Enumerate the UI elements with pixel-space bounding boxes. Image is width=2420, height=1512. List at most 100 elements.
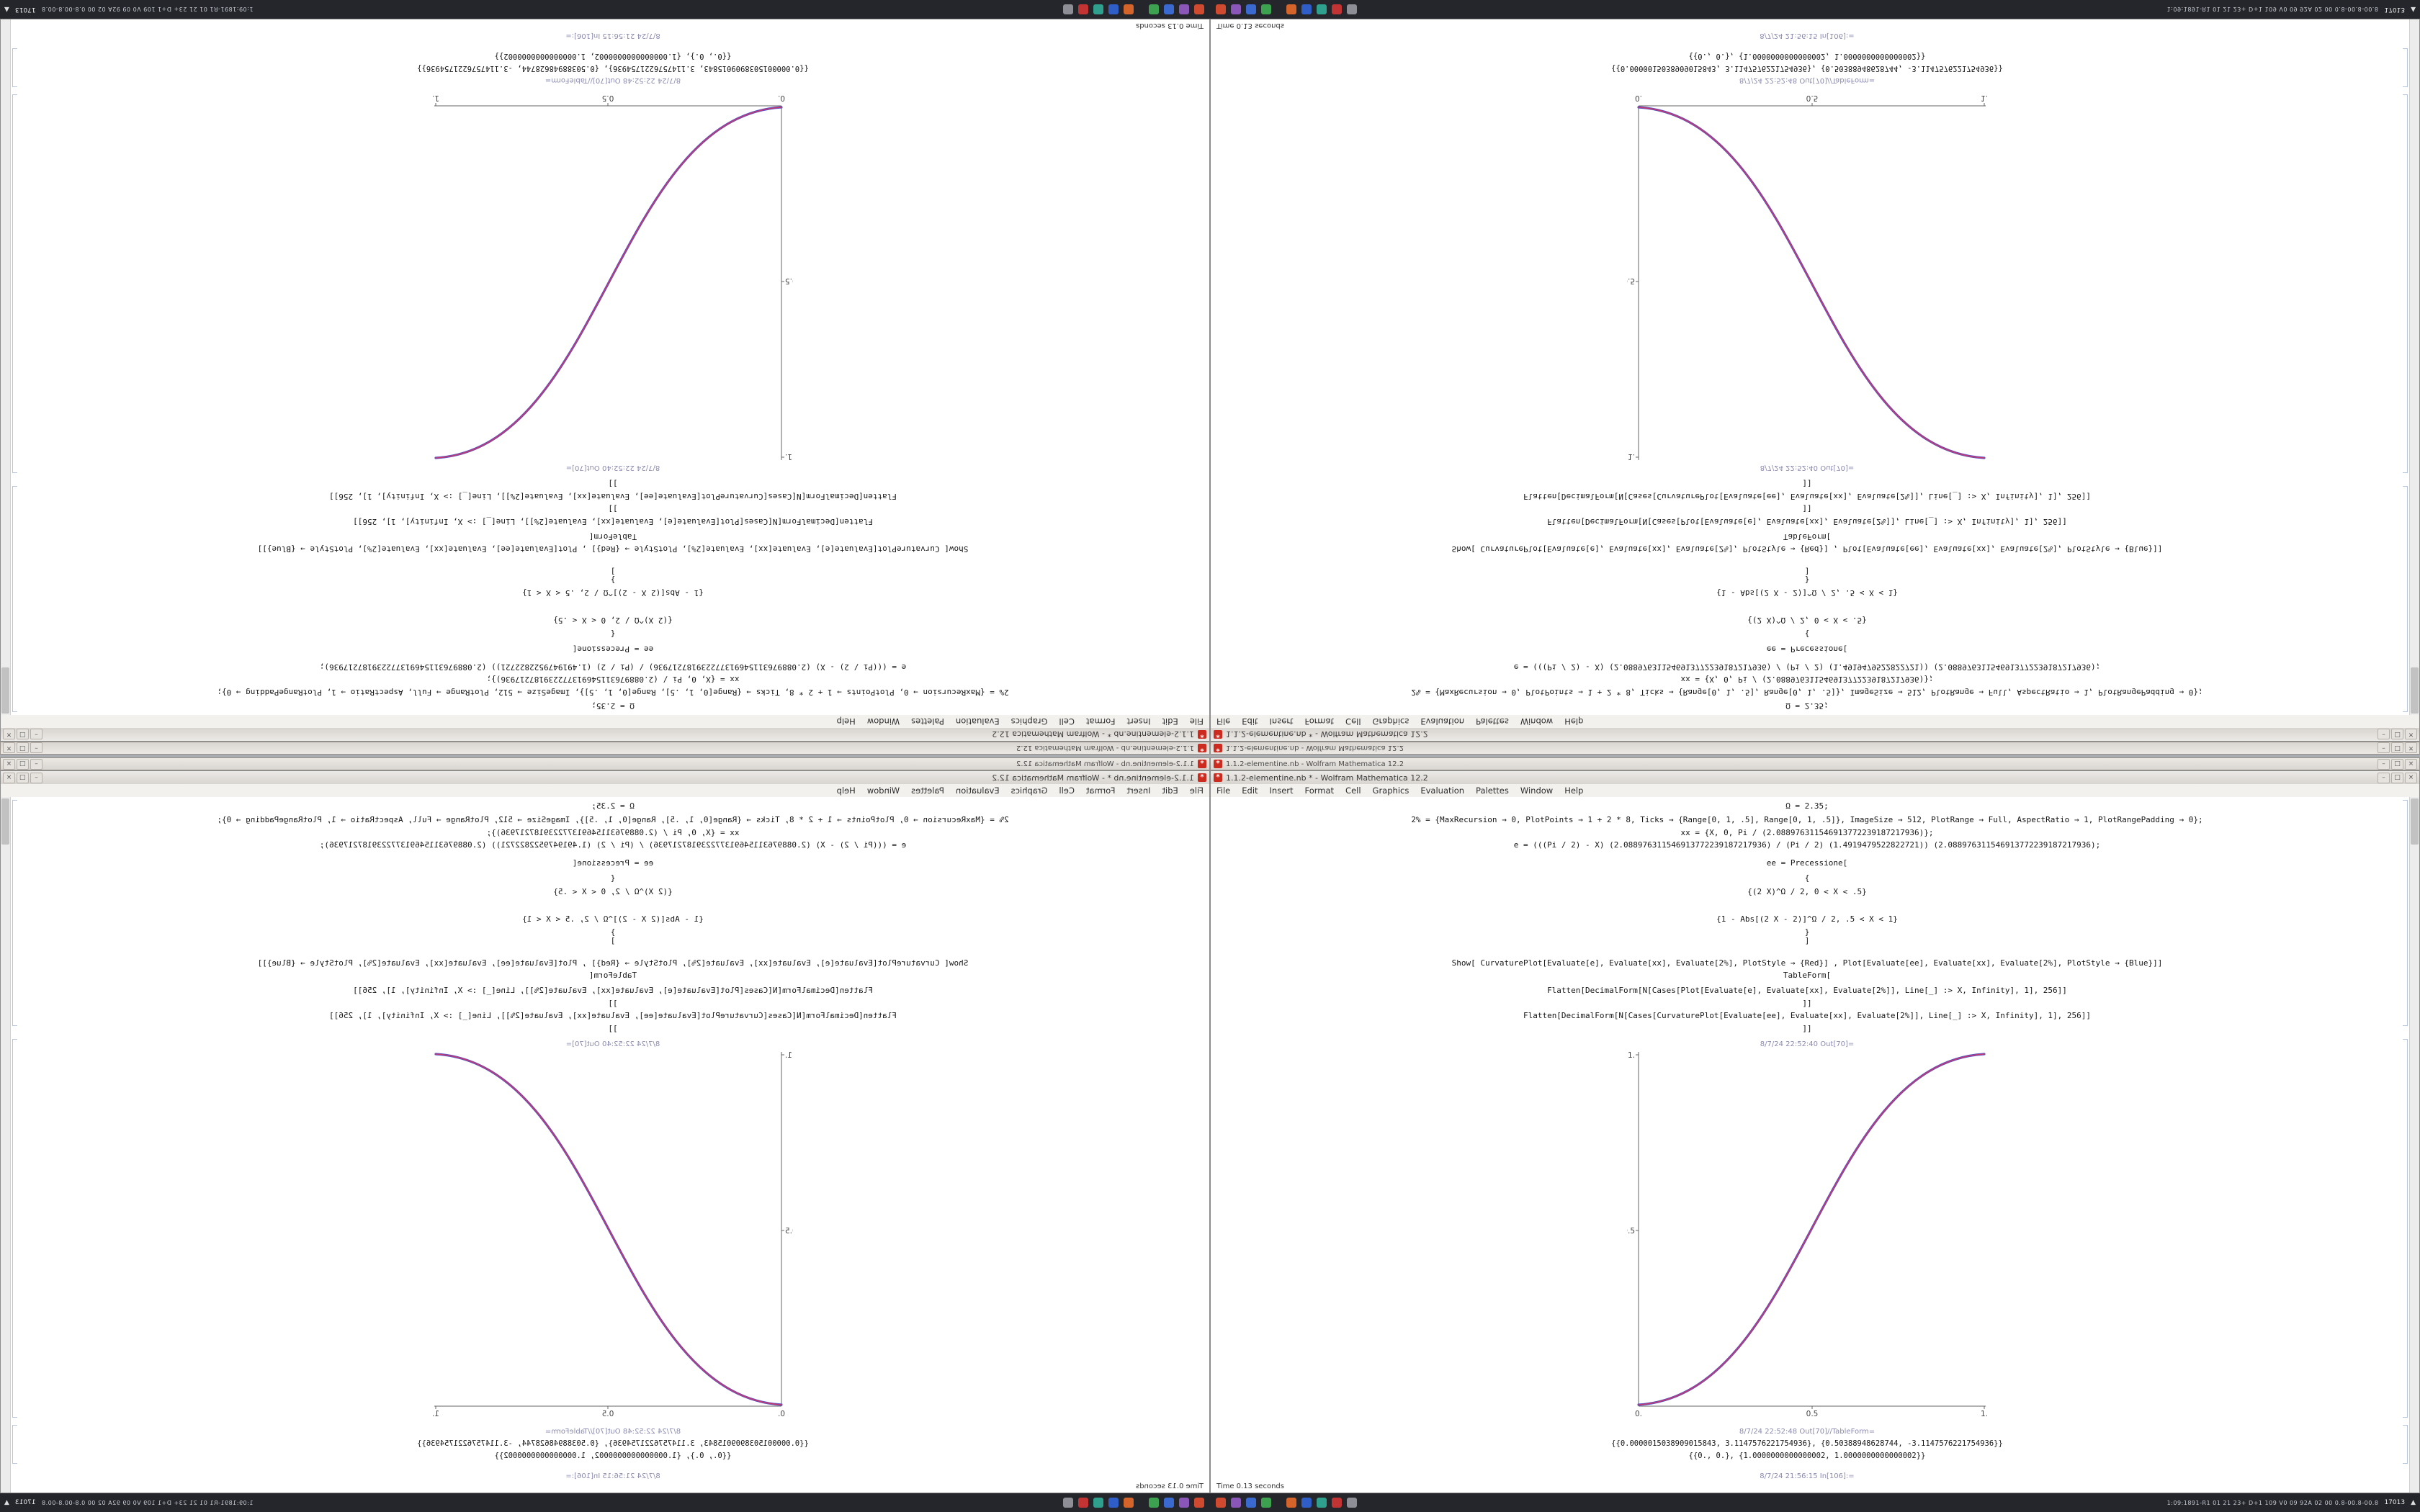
cell-bracket[interactable] xyxy=(12,48,17,87)
input-cell[interactable]: Flatten[DecimalForm[N[Cases[Plot[Evaluat… xyxy=(1547,986,2067,995)
input-cell[interactable]: 2% = {MaxRecursion → 0, PlotPoints → 1 +… xyxy=(217,688,1009,697)
minimize-button[interactable]: – xyxy=(2378,772,2390,783)
show-desktop-icon[interactable]: ▲ xyxy=(4,6,9,13)
taskbar-app-icon[interactable] xyxy=(1332,1498,1342,1508)
taskbar-app-icon[interactable] xyxy=(1301,1498,1312,1508)
taskbar-app-icon[interactable] xyxy=(1347,1498,1357,1508)
maximize-button[interactable]: □ xyxy=(17,729,29,740)
input-cell[interactable]: ] xyxy=(1804,936,1810,945)
input-cell[interactable]: 2% = {MaxRecursion → 0, PlotPoints → 1 +… xyxy=(1411,688,2203,697)
scrollbar[interactable] xyxy=(2409,19,2419,715)
input-cell[interactable]: ]] xyxy=(1802,999,1812,1008)
menu-item-evaluation[interactable]: Evaluation xyxy=(955,786,1000,796)
menu-item-graphics[interactable]: Graphics xyxy=(1372,786,1410,796)
taskbar-app-icon[interactable] xyxy=(1347,4,1357,14)
input-cell[interactable]: {(2 X)^Ω / 2, 0 < X < .5} xyxy=(1747,887,1867,896)
input-cell[interactable]: Ω = 2.35; xyxy=(1785,801,1829,811)
taskbar-app-icon[interactable] xyxy=(1286,1498,1296,1508)
taskbar-app-icon[interactable] xyxy=(1231,4,1241,14)
cell-bracket[interactable] xyxy=(2403,800,2408,1026)
input-cell[interactable]: Flatten[DecimalForm[N[Cases[CurvaturePlo… xyxy=(1523,1011,2092,1020)
taskbar-app-icon[interactable] xyxy=(1301,4,1312,14)
taskbar-app-icon[interactable] xyxy=(1108,4,1119,14)
input-cell[interactable]: } xyxy=(1804,927,1810,937)
input-cell[interactable]: Ω = 2.35; xyxy=(591,801,635,811)
menu-item-cell[interactable]: Cell xyxy=(1345,786,1361,796)
menu-item-palettes[interactable]: Palettes xyxy=(911,716,944,726)
input-cell[interactable]: } xyxy=(1804,575,1810,585)
close-button[interactable]: × xyxy=(3,758,15,770)
menu-item-edit[interactable]: Edit xyxy=(1162,786,1178,796)
input-cell[interactable]: e = (((Pi / 2) - X) (2.08897631154691377… xyxy=(1513,662,2101,672)
cell-bracket[interactable] xyxy=(12,94,17,473)
close-button[interactable]: × xyxy=(3,729,15,740)
input-cell[interactable]: Ω = 2.35; xyxy=(1785,701,1829,711)
input-cell[interactable]: TableForm[ xyxy=(1783,971,1832,980)
input-cell[interactable]: {1 - Abs[(2 X - 2)]^Ω / 2, .5 < X < 1} xyxy=(1716,588,1898,598)
taskbar-app-icon[interactable] xyxy=(1231,1498,1241,1508)
input-cell[interactable]: ]] xyxy=(608,999,618,1008)
menu-item-format[interactable]: Format xyxy=(1304,786,1335,796)
close-button[interactable]: × xyxy=(2405,729,2417,740)
input-cell[interactable]: ee = Precessione[ xyxy=(572,858,654,868)
input-cell[interactable]: Flatten[DecimalForm[N[Cases[Plot[Evaluat… xyxy=(353,517,873,526)
menu-item-window[interactable]: Window xyxy=(866,716,900,726)
taskbar-app-icon[interactable] xyxy=(1179,1498,1189,1508)
input-cell[interactable]: Flatten[DecimalForm[N[Cases[CurvaturePlo… xyxy=(1523,492,2092,501)
menu-item-help[interactable]: Help xyxy=(836,716,856,726)
input-cell[interactable]: } xyxy=(610,575,616,585)
input-cell[interactable]: ] xyxy=(1804,567,1810,576)
taskbar-app-icon[interactable] xyxy=(1078,4,1088,14)
scrollbar-thumb[interactable] xyxy=(2411,798,2419,845)
menu-item-palettes[interactable]: Palettes xyxy=(911,786,944,796)
taskbar-app-icon[interactable] xyxy=(1124,4,1134,14)
input-cell[interactable]: 2% = {MaxRecursion → 0, PlotPoints → 1 +… xyxy=(1411,815,2203,824)
taskbar-app-icon[interactable] xyxy=(1216,1498,1226,1508)
taskbar-app-icon[interactable] xyxy=(1108,1498,1119,1508)
workspace-indicator[interactable]: 17013 xyxy=(14,1499,36,1506)
taskbar-app-icon[interactable] xyxy=(1194,4,1204,14)
input-cell[interactable]: e = (((Pi / 2) - X) (2.08897631154691377… xyxy=(319,662,907,672)
input-cell[interactable]: { xyxy=(610,873,616,883)
menu-item-window[interactable]: Window xyxy=(1520,786,1554,796)
menu-item-cell[interactable]: Cell xyxy=(1059,716,1075,726)
cell-bracket[interactable] xyxy=(2403,1425,2408,1464)
input-cell[interactable]: {(2 X)^Ω / 2, 0 < X < .5} xyxy=(553,887,673,896)
input-cell[interactable]: Flatten[DecimalForm[N[Cases[Plot[Evaluat… xyxy=(1547,517,2067,526)
maximize-button[interactable]: □ xyxy=(17,742,29,754)
window-titlebar[interactable]: * 1.1.2-elementine.nb * - Wolfram Mathem… xyxy=(1,727,1209,741)
window-titlebar[interactable]: * 1.1.2-elementine.nb * - Wolfram Mathem… xyxy=(1211,771,2419,785)
background-window-titlebar[interactable]: * 1.1.2-elementine.nb - Wolfram Mathemat… xyxy=(1210,757,2420,770)
scrollbar-thumb[interactable] xyxy=(2411,667,2419,714)
close-button[interactable]: × xyxy=(2405,758,2417,770)
taskbar-app-icon[interactable] xyxy=(1063,4,1073,14)
minimize-button[interactable]: – xyxy=(30,742,42,754)
input-cell[interactable]: ]] xyxy=(608,479,618,488)
input-cell[interactable]: {1 - Abs[(2 X - 2)]^Ω / 2, .5 < X < 1} xyxy=(1716,914,1898,924)
menu-item-insert[interactable]: Insert xyxy=(1126,716,1151,726)
scrollbar[interactable] xyxy=(1,19,11,715)
window-titlebar[interactable]: * 1.1.2-elementine.nb * - Wolfram Mathem… xyxy=(1,771,1209,785)
taskbar-app-icon[interactable] xyxy=(1179,4,1189,14)
input-cell[interactable]: Flatten[DecimalForm[N[Cases[Plot[Evaluat… xyxy=(353,986,873,995)
input-cell[interactable]: Ω = 2.35; xyxy=(591,701,635,711)
input-cell[interactable]: e = (((Pi / 2) - X) (2.08897631154691377… xyxy=(319,840,907,850)
menu-item-file[interactable]: File xyxy=(1189,786,1204,796)
background-window-titlebar[interactable]: * 1.1.2-elementine.nb - Wolfram Mathemat… xyxy=(0,757,1210,770)
menu-item-evaluation[interactable]: Evaluation xyxy=(1420,786,1465,796)
input-cell[interactable]: ee = Precessione[ xyxy=(572,644,654,654)
input-cell[interactable]: 2% = {MaxRecursion → 0, PlotPoints → 1 +… xyxy=(217,815,1009,824)
show-desktop-icon[interactable]: ▲ xyxy=(2411,1499,2416,1506)
minimize-button[interactable]: – xyxy=(2378,729,2390,740)
menu-item-graphics[interactable]: Graphics xyxy=(1010,716,1048,726)
minimize-button[interactable]: – xyxy=(30,729,42,740)
input-cell[interactable]: xx = {X, 0, Pi / (2.08897631154691377223… xyxy=(1680,675,1934,684)
taskbar-app-icon[interactable] xyxy=(1317,1498,1327,1508)
scrollbar-thumb[interactable] xyxy=(1,667,9,714)
maximize-button[interactable]: □ xyxy=(17,758,29,770)
taskbar-app-icon[interactable] xyxy=(1164,4,1174,14)
workspace-indicator[interactable]: 17013 xyxy=(14,6,36,13)
minimize-button[interactable]: – xyxy=(30,772,42,783)
input-cell[interactable]: ]] xyxy=(608,504,618,513)
input-cell[interactable]: { xyxy=(610,629,616,639)
